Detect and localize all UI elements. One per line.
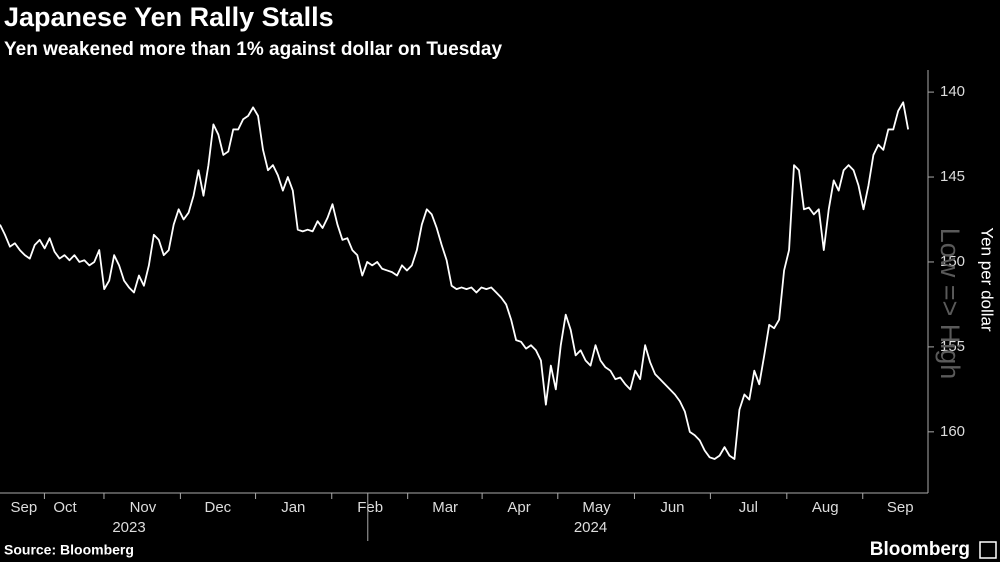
- y-tick-label: 155: [940, 338, 965, 355]
- x-tick-label: Dec: [205, 499, 232, 516]
- y-tick-label: 150: [940, 253, 965, 270]
- brand: Bloomberg: [870, 539, 970, 560]
- x-tick-label: Sep: [10, 499, 37, 516]
- line-series: [0, 101, 910, 460]
- source: Source: Bloomberg: [4, 542, 134, 558]
- year-label: 2023: [112, 519, 145, 536]
- y-tick-label: 160: [940, 423, 965, 440]
- year-label: 2024: [574, 519, 607, 536]
- x-tick-label: Jan: [281, 499, 305, 516]
- chart-subtitle: Yen weakened more than 1% against dollar…: [4, 39, 502, 60]
- x-tick-label: May: [582, 499, 611, 516]
- x-tick-label: Sep: [887, 499, 914, 516]
- y-axis-title: Yen per dollar: [978, 227, 997, 332]
- annotation: Low => High: [935, 228, 965, 380]
- x-tick-label: Jun: [660, 499, 684, 516]
- y-tick-label: 145: [940, 168, 965, 185]
- x-tick-label: Feb: [357, 499, 383, 516]
- x-tick-label: Oct: [53, 499, 77, 516]
- chart-title: Japanese Yen Rally Stalls: [4, 2, 334, 32]
- x-tick-label: Aug: [812, 499, 839, 516]
- x-tick-label: Mar: [432, 499, 458, 516]
- x-tick-label: Apr: [507, 499, 530, 516]
- x-tick-label: Jul: [739, 499, 758, 516]
- brand-icon: [979, 541, 997, 559]
- x-tick-label: Nov: [130, 499, 157, 516]
- y-tick-label: 140: [940, 83, 965, 100]
